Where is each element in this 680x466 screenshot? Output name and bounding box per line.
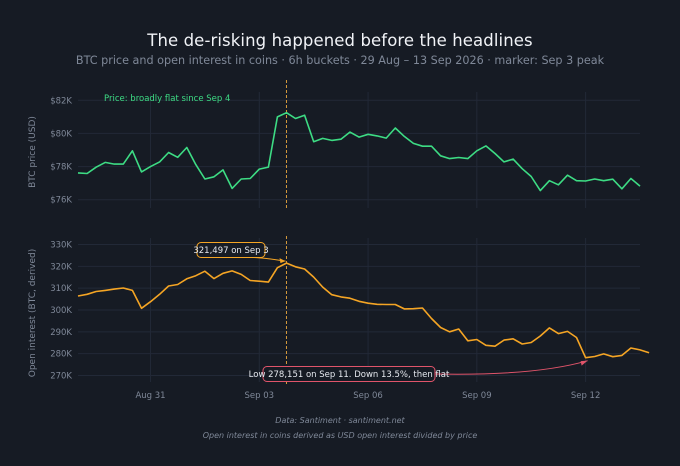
oi-y-tick-label: 280K xyxy=(50,350,72,360)
oi-y-tick-label: 290K xyxy=(50,328,72,338)
x-tick-label: Sep 06 xyxy=(353,391,383,401)
price-panel: $76K $78K $80K $82K BTC price (USD) Price: … xyxy=(28,80,641,210)
oi-y-tick-label: 320K xyxy=(50,262,72,272)
price-y-tick-label: $78K xyxy=(50,163,72,173)
low-callout-arrow xyxy=(434,360,588,375)
source-credit: Data: Santiment · santiment.net xyxy=(275,416,405,425)
peak-callout-arrowhead xyxy=(279,258,286,264)
low-callout-arrowhead xyxy=(580,360,588,366)
oi-y-tick-label: 310K xyxy=(50,284,72,294)
price-series-line xyxy=(77,111,641,192)
peak-callout-label: 321,497 on Sep 3 xyxy=(193,246,268,256)
oi-y-tick-label: 330K xyxy=(50,241,72,251)
price-y-ticks: $76K $78K $80K $82K xyxy=(50,96,72,205)
chart-title: The de-risking happened before the headl… xyxy=(147,31,533,50)
oi-y-tick-label: 270K xyxy=(50,371,72,381)
peak-callout-box xyxy=(196,242,266,258)
price-y-tick-label: $80K xyxy=(50,129,72,139)
oi-series-line xyxy=(77,262,650,359)
price-y-tick-label: $76K xyxy=(50,196,72,206)
open-interest-panel: 270K 280K 290K 300K 310K 320K 330K Open intere… xyxy=(28,236,650,384)
x-tick-label: Sep 12 xyxy=(571,391,601,401)
price-y-tick-label: $82K xyxy=(50,96,72,106)
x-tick-label: Sep 09 xyxy=(462,391,492,401)
price-gridlines xyxy=(78,92,640,208)
x-tick-label: Sep 03 xyxy=(245,391,275,401)
price-y-axis-label: BTC price (USD) xyxy=(28,116,38,188)
methodology-note: Open interest in coins derived as USD op… xyxy=(202,431,478,440)
oi-y-axis-label: Open interest (BTC, derived) xyxy=(28,249,38,378)
chart-subtitle: BTC price and open interest in coins · 6… xyxy=(75,54,605,67)
price-annotation: Price: broadly flat since Sep 4 xyxy=(104,94,230,104)
x-axis-tick-labels: Aug 31 Sep 03 Sep 06 Sep 09 Sep 12 xyxy=(135,391,600,401)
x-tick-label: Aug 31 xyxy=(135,391,165,401)
oi-y-tick-label: 300K xyxy=(50,306,72,316)
low-callout-box xyxy=(262,366,436,382)
oi-gridlines xyxy=(78,238,640,382)
oi-y-ticks: 270K 280K 290K 300K 310K 320K 330K xyxy=(50,241,72,382)
low-callout-label: Low 278,151 on Sep 11. Down 13.5%, then … xyxy=(249,370,450,380)
